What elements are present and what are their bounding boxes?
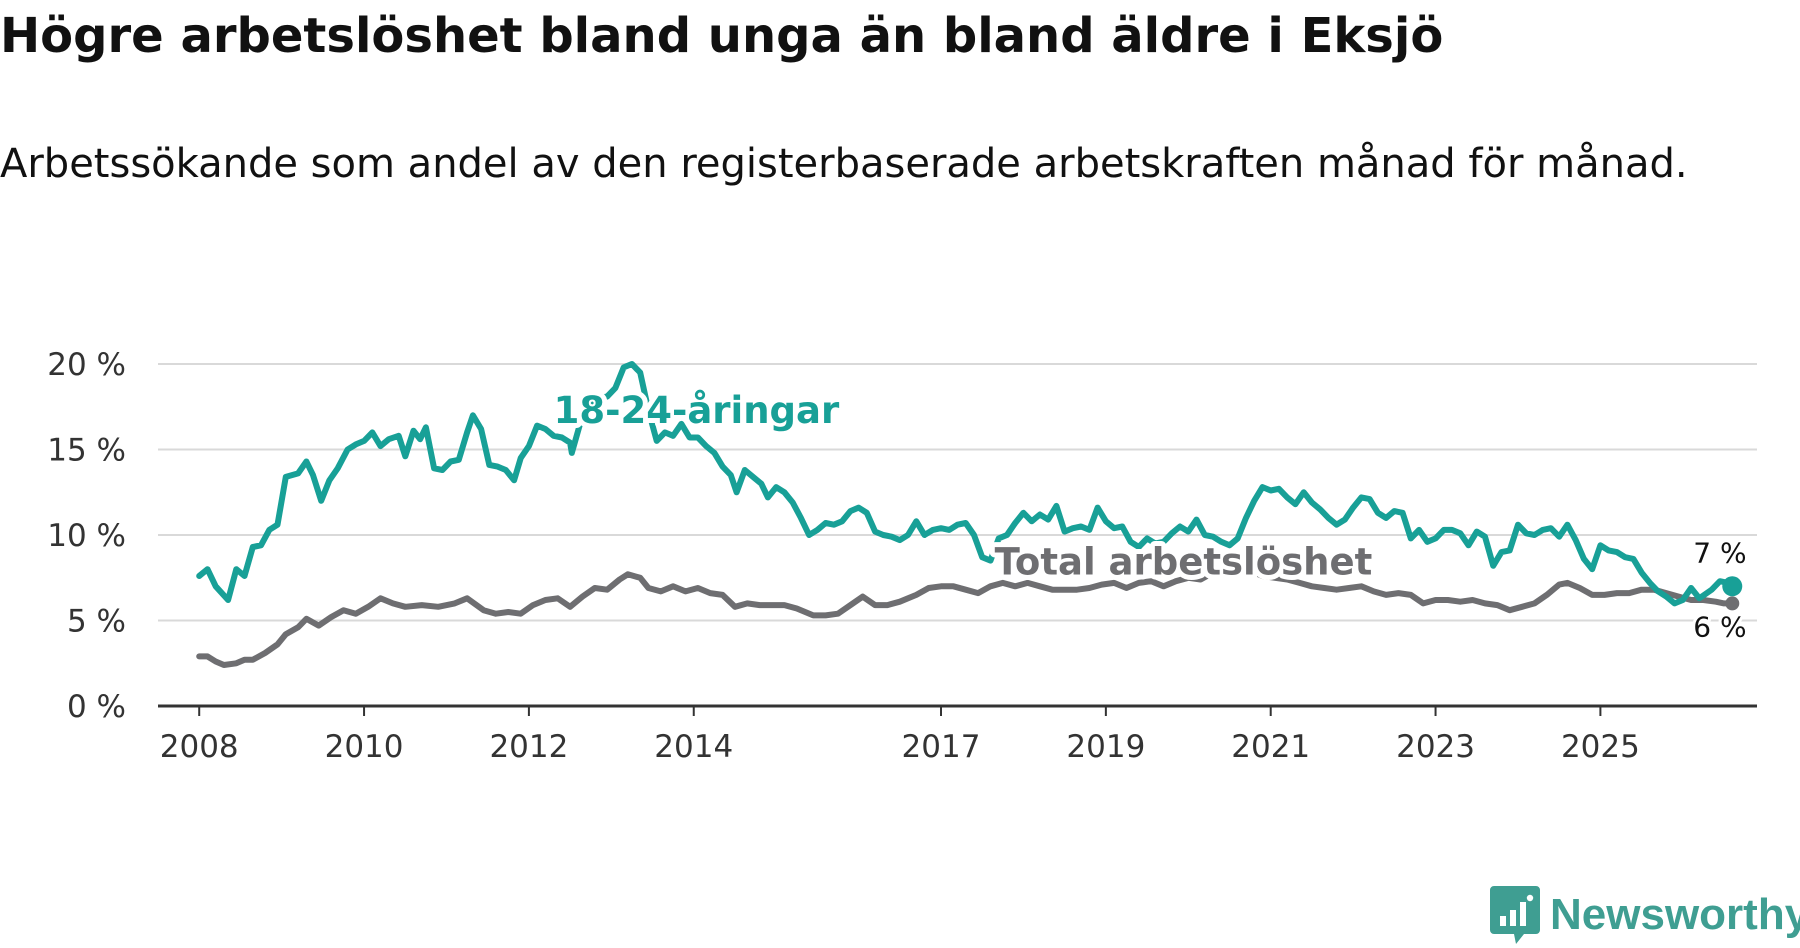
x-tick-label: 2008 — [160, 729, 239, 765]
series-label-youth: 18-24-åringar — [554, 389, 840, 432]
line-chart: 0 %5 %10 %15 %20 % 2008 2010 2012 2014 2017 2… — [47, 347, 1757, 765]
newsworthy-chart-bubble-icon — [1490, 886, 1540, 944]
x-tick-label: 2012 — [489, 729, 568, 765]
y-tick-label: 5 % — [67, 604, 126, 640]
chart-title: Högre arbetslöshet bland unga än bland ä… — [0, 8, 1444, 64]
end-value-total: 6 % — [1693, 611, 1746, 644]
x-tick-label: 2017 — [902, 729, 981, 765]
series-end-point — [1722, 576, 1743, 597]
newsworthy-logo[interactable]: Newsworthy — [1490, 886, 1800, 944]
series-line-total — [196, 562, 1736, 668]
y-tick-label: 20 % — [47, 347, 126, 383]
series-labels: 18-24-åringar Total arbetslöshet 7 % 6 % — [549, 384, 1750, 647]
x-axis: 2008 2010 2012 2014 2017 2019 2021 2023 2025 — [158, 704, 1757, 765]
x-tick-label: 2025 — [1561, 729, 1640, 765]
end-value-youth: 7 % — [1693, 536, 1746, 569]
x-tick-label: 2023 — [1396, 729, 1475, 765]
chart-subtitle: Arbetssökande som andel av den registerb… — [0, 141, 1688, 187]
brand-name: Newsworthy — [1550, 890, 1800, 939]
x-tick-label: 2010 — [325, 729, 404, 765]
x-tick-label: 2021 — [1231, 729, 1310, 765]
series-end-point — [1725, 596, 1740, 611]
y-tick-label: 10 % — [47, 518, 126, 554]
x-tick-label: 2019 — [1066, 729, 1145, 765]
x-tick-label: 2014 — [654, 729, 733, 765]
series-line-youth — [196, 361, 1736, 607]
y-tick-label: 15 % — [47, 433, 126, 469]
series-lines — [196, 361, 1743, 668]
gridlines — [158, 363, 1757, 622]
y-axis-ticks: 0 % 5 % 10 % 15 % 20 % — [47, 347, 126, 725]
series-label-total: Total arbetslöshet — [995, 540, 1373, 583]
y-tick-label: 0 % — [67, 689, 126, 725]
